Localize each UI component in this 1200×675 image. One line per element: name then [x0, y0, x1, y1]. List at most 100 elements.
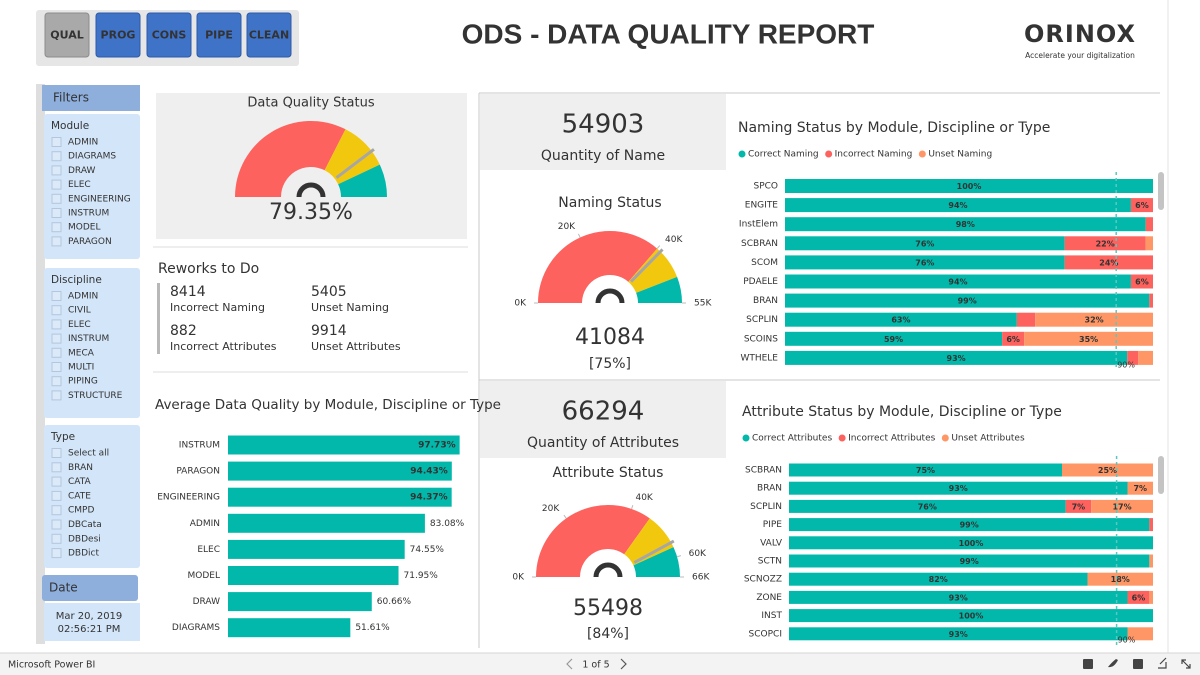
gauge-band — [628, 248, 678, 293]
bar-segment — [1087, 572, 1153, 586]
date-header — [42, 575, 138, 601]
filter-checkbox[interactable] — [51, 222, 62, 233]
facebook-icon[interactable] — [1133, 659, 1143, 669]
gauge-tick — [631, 505, 634, 510]
time-value: 02:56:21 PM — [58, 624, 121, 635]
nav-button[interactable] — [246, 12, 292, 58]
filter-checkbox[interactable] — [51, 208, 62, 218]
category-label: INSTRUM — [179, 441, 220, 451]
bar-label: 83.08% — [430, 519, 465, 529]
gauge-percent: [75%] — [589, 356, 631, 372]
bar-segment — [785, 255, 1065, 270]
filter-checkbox[interactable] — [51, 448, 62, 458]
gauge-percent: [84%] — [587, 626, 629, 642]
filter-checkbox[interactable] — [51, 151, 62, 162]
filter-checkbox[interactable] — [51, 347, 62, 358]
gauge-band — [536, 504, 650, 577]
gauge-tick-label: 40K — [665, 235, 683, 245]
bar — [228, 513, 425, 533]
scrollbar[interactable] — [1158, 172, 1164, 210]
nav-button[interactable] — [95, 12, 141, 58]
nav-button-label: CLEAN — [249, 29, 289, 42]
rework-label: Unset Naming — [311, 301, 389, 314]
share-icon[interactable] — [1158, 657, 1167, 669]
filter-checkbox[interactable] — [51, 236, 62, 247]
filter-checkbox[interactable] — [51, 390, 62, 401]
legend-marker — [941, 434, 949, 442]
gauge-value: 55498 — [573, 596, 643, 621]
gauge-tick — [563, 514, 567, 519]
gauge-band — [633, 547, 680, 577]
filter-item: DBDesi — [68, 534, 101, 544]
bar-label: 74.55% — [410, 545, 445, 555]
bar-label: 75% — [916, 466, 935, 475]
linkedin-icon[interactable] — [1083, 659, 1093, 669]
category-label: WTHELE — [740, 353, 778, 363]
filter-checkbox[interactable] — [51, 193, 62, 204]
bar-segment — [1138, 350, 1153, 365]
bar — [228, 461, 452, 481]
nav-button[interactable] — [146, 12, 192, 58]
gauge-title: Data Quality Status — [247, 96, 374, 111]
legend-label: Correct Naming — [748, 150, 819, 160]
bar-segment — [785, 217, 1146, 232]
bar-label: 99% — [960, 557, 979, 566]
filter-item: DBCata — [68, 520, 102, 530]
filter-checkbox[interactable] — [51, 291, 62, 301]
filter-checkbox[interactable] — [51, 476, 62, 487]
nav-button[interactable] — [196, 12, 242, 58]
bar-segment — [1145, 236, 1153, 251]
filter-checkbox[interactable] — [51, 462, 62, 473]
scrollbar[interactable] — [1158, 456, 1164, 494]
next-page[interactable] — [620, 658, 627, 670]
report-title: ODS - DATA QUALITY REPORT — [462, 18, 875, 49]
category-label: InstElem — [739, 220, 778, 230]
nav-button-label: CONS — [152, 29, 187, 42]
nav-button-label: PROG — [101, 29, 136, 42]
filter-checkbox[interactable] — [51, 137, 62, 147]
bar-segment — [1016, 312, 1036, 327]
category-label: SPCO — [753, 182, 778, 192]
filter-checkbox[interactable] — [51, 362, 62, 372]
bar-label: 7% — [1133, 484, 1147, 493]
prev-page[interactable] — [566, 658, 573, 670]
filter-checkbox[interactable] — [51, 490, 62, 501]
filter-item: CMPD — [68, 506, 94, 516]
filter-checkbox[interactable] — [51, 319, 62, 330]
bar-segment — [1127, 627, 1153, 641]
bar-label: 93% — [949, 630, 968, 639]
bar-label: 60.66% — [377, 597, 412, 607]
filter-checkbox[interactable] — [51, 548, 62, 559]
bar-label: 76% — [915, 258, 934, 267]
filter-checkbox[interactable] — [51, 505, 62, 516]
filter-checkbox[interactable] — [51, 519, 62, 530]
gauge-title: Attribute Status — [553, 465, 664, 481]
filter-item: Select all — [68, 449, 109, 459]
filter-checkbox[interactable] — [51, 376, 62, 387]
rework-label: Incorrect Attributes — [170, 340, 277, 353]
filter-item: CIVIL — [68, 306, 91, 316]
gauge-band — [624, 518, 674, 566]
filter-item: MODEL — [68, 223, 100, 233]
filter-checkbox[interactable] — [51, 179, 62, 190]
bar — [228, 618, 351, 638]
gauge-needle — [633, 539, 675, 564]
filter-checkbox[interactable] — [51, 333, 62, 344]
filter-item: PARAGON — [68, 237, 112, 247]
legend-label: Incorrect Attributes — [848, 434, 935, 444]
filter-checkbox[interactable] — [51, 305, 62, 316]
nav-button[interactable] — [44, 12, 90, 58]
gauge-tick-label: 0K — [514, 299, 527, 309]
filter-checkbox[interactable] — [51, 165, 62, 176]
bar-segment — [1149, 293, 1153, 308]
filter-item: ELEC — [68, 180, 91, 190]
gauge-hub — [296, 182, 326, 198]
bar-label: 93% — [949, 484, 968, 493]
rework-value: 5405 — [311, 284, 347, 300]
fullscreen-icon[interactable] — [1181, 659, 1191, 669]
filter-checkbox[interactable] — [51, 533, 62, 544]
bar-label: 82% — [929, 575, 948, 584]
twitter-icon[interactable] — [1108, 659, 1118, 668]
gauge-tick-label: 20K — [542, 504, 560, 514]
